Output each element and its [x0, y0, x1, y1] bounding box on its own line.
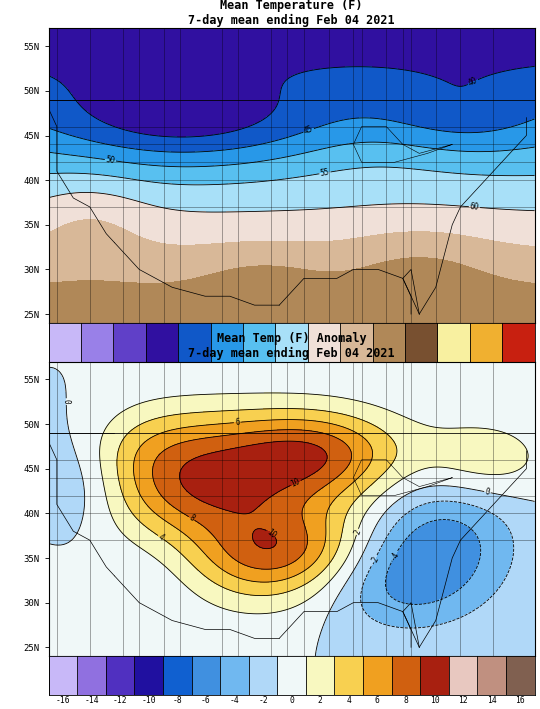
Title: Mean Temperature (F)
7-day mean ending Feb 04 2021: Mean Temperature (F) 7-day mean ending F… — [188, 0, 395, 27]
Text: -2: -2 — [368, 554, 381, 566]
Text: 0: 0 — [484, 487, 491, 497]
Text: 55: 55 — [320, 168, 330, 178]
Text: 6: 6 — [234, 418, 240, 427]
Text: 0: 0 — [62, 399, 71, 404]
Text: 40: 40 — [467, 76, 479, 88]
Text: 8: 8 — [187, 513, 196, 523]
Text: 10: 10 — [265, 527, 278, 540]
Text: 2: 2 — [353, 528, 362, 535]
Text: 50: 50 — [105, 155, 116, 165]
Text: 4: 4 — [156, 532, 165, 542]
Title: Mean Temp (F) Anomaly
7-day mean ending Feb 04 2021: Mean Temp (F) Anomaly 7-day mean ending … — [188, 333, 395, 360]
Text: 60: 60 — [469, 202, 480, 212]
Text: 10: 10 — [289, 477, 302, 489]
Text: -4: -4 — [389, 549, 401, 562]
Text: 45: 45 — [303, 125, 314, 136]
